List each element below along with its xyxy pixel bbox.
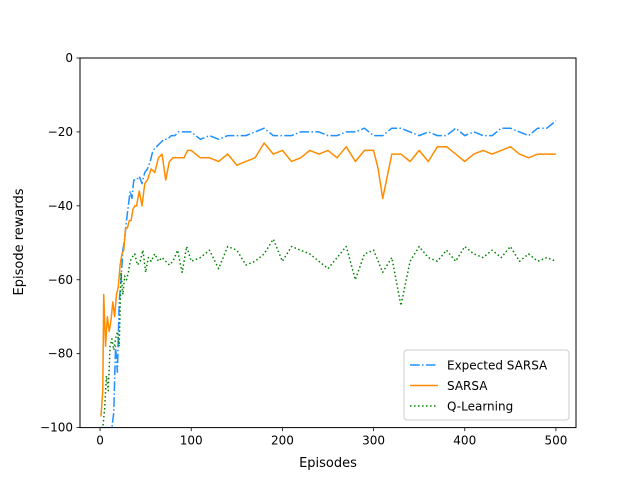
- y-tick-label: −60: [48, 273, 73, 287]
- legend-box: [403, 349, 570, 421]
- x-tick-label: 500: [544, 434, 567, 448]
- y-tick-label: −20: [48, 125, 73, 139]
- x-tick-label: 0: [96, 434, 104, 448]
- legend-label: Expected SARSA: [447, 359, 548, 373]
- plot-frame: [79, 57, 577, 429]
- x-axis-label: Episodes: [299, 456, 357, 471]
- x-tick-label: 100: [180, 434, 203, 448]
- y-tick-label: −80: [48, 347, 73, 361]
- x-tick-label: 300: [362, 434, 385, 448]
- y-tick-label: −100: [40, 421, 73, 435]
- x-tick-label: 200: [271, 434, 294, 448]
- x-axis-ticks: 0 100 200 300 400 500: [96, 427, 567, 448]
- y-axis-label: Episode rewards: [12, 188, 27, 295]
- y-axis-ticks: −100 −80 −60 −40 −20 0: [40, 51, 80, 435]
- x-tick-label: 400: [453, 434, 476, 448]
- legend: Expected SARSA SARSA Q-Learning: [403, 349, 570, 421]
- y-tick-label: 0: [65, 51, 73, 65]
- legend-label: SARSA: [447, 379, 488, 393]
- legend-label: Q-Learning: [447, 400, 513, 414]
- y-tick-label: −40: [48, 199, 73, 213]
- series-layer: [100, 120, 557, 428]
- series-line-3: [100, 238, 557, 428]
- series-line-2: [100, 142, 556, 417]
